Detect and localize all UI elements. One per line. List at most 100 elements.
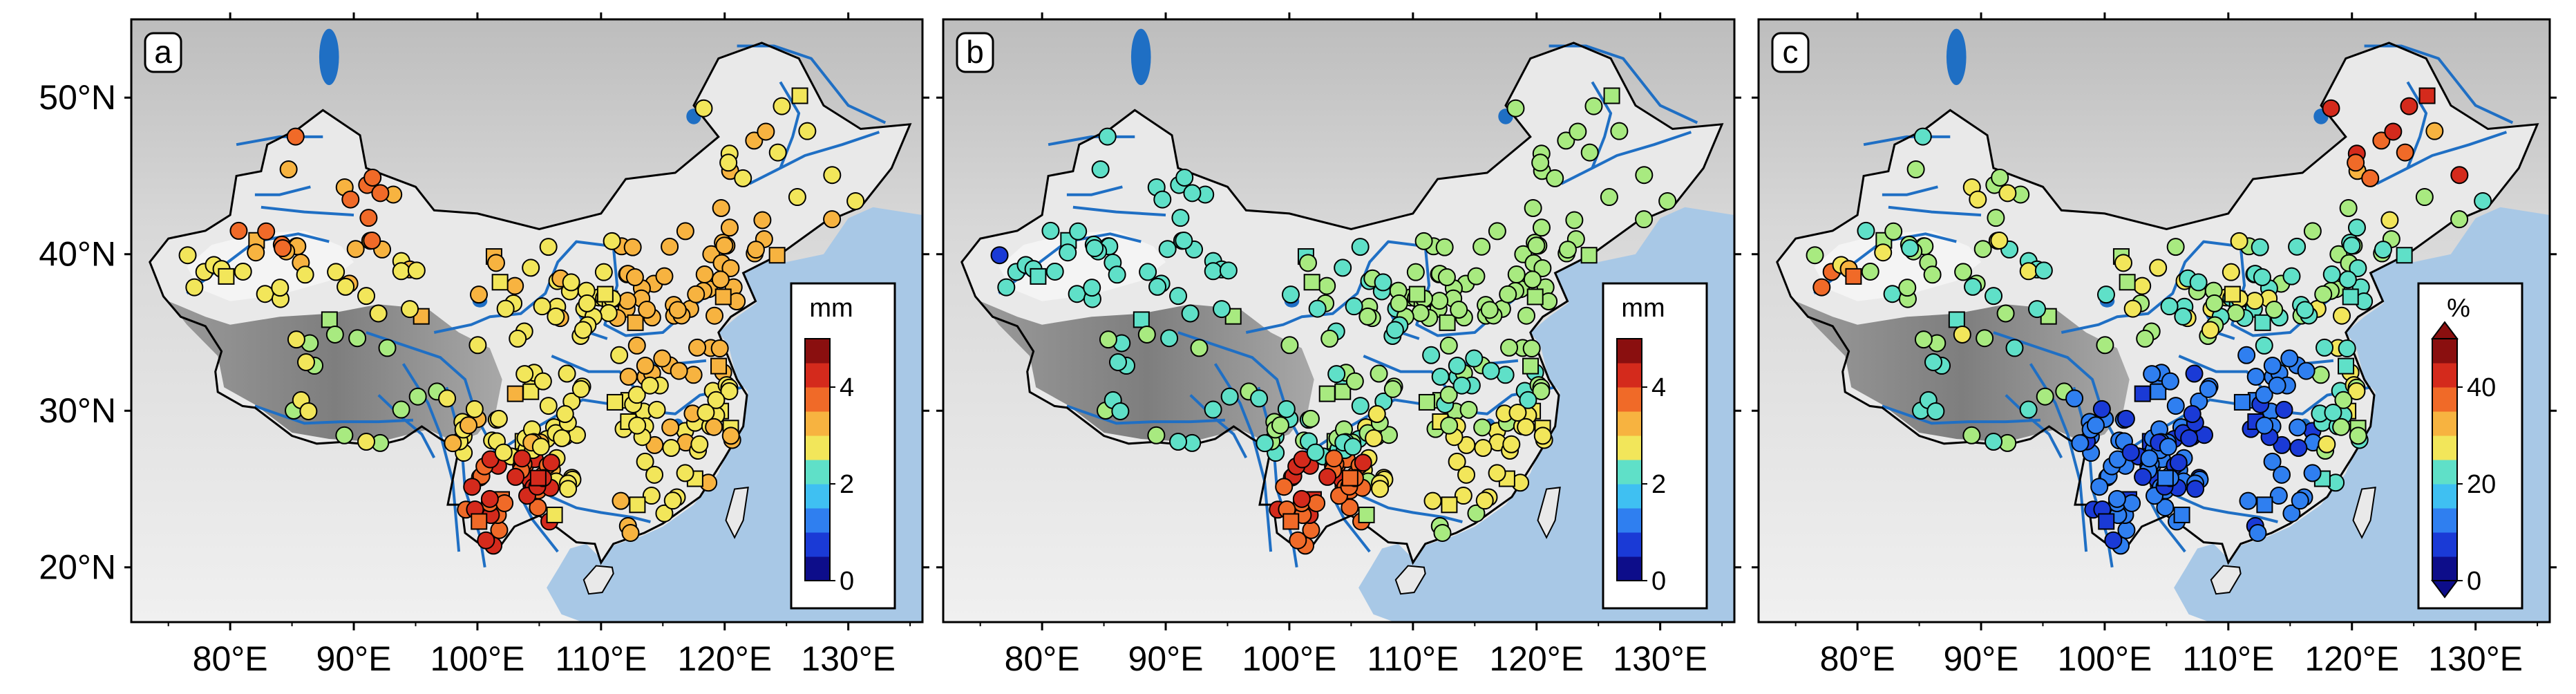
station-square [2418, 87, 2436, 104]
station-circle [1508, 403, 1527, 422]
station-circle [469, 285, 488, 304]
station-square [1030, 268, 1047, 285]
station-circle [1987, 209, 2005, 227]
station-circle [1153, 190, 1172, 209]
station-circle [663, 491, 682, 510]
station-circle [1256, 434, 1274, 453]
panel-letter: c [1771, 32, 1810, 73]
station-circle [1175, 168, 1194, 187]
station-circle [296, 265, 314, 284]
station-square [2342, 288, 2359, 306]
station-circle [1280, 336, 1299, 355]
station-circle [477, 531, 495, 550]
station-circle [1500, 338, 1519, 357]
station-circle [539, 238, 558, 256]
colorbar: mm 0 2 4 [790, 282, 896, 610]
station-circle [1414, 232, 1433, 250]
river-line [1245, 240, 1526, 337]
station-square [714, 288, 732, 306]
colorbar-segment [805, 435, 830, 460]
station-circle [1183, 184, 1202, 203]
station-circle [2303, 464, 2322, 482]
station-circle [1973, 240, 1992, 259]
station-circle [647, 400, 666, 419]
colorbar-segment [1617, 411, 1642, 436]
lat-tick-label: 20°N [39, 548, 116, 587]
station-circle [1480, 301, 1499, 319]
station-circle [279, 160, 298, 178]
station-circle [296, 353, 315, 371]
colorbar-unit: % [2447, 294, 2470, 323]
river-line [261, 205, 354, 217]
station-circle [612, 491, 630, 510]
colorbar-segment [805, 532, 830, 557]
lon-tick-label: 120°E [2304, 639, 2399, 678]
colorbar-segment [805, 363, 830, 388]
map-frame [942, 18, 1736, 623]
station-circle [1924, 353, 1942, 371]
station-circle [627, 386, 646, 404]
station-circle [444, 434, 462, 453]
station-circle [2289, 418, 2307, 437]
lon-tick-label: 130°E [801, 639, 896, 678]
station-markers [990, 87, 1677, 555]
colorbar-tick-label: 2 [1651, 470, 1666, 499]
river-line [1331, 496, 1371, 553]
station-circle [746, 241, 765, 259]
station-circle [287, 330, 305, 349]
station-circle [623, 238, 642, 256]
station-circle [2186, 480, 2205, 498]
colorbar-segment [2432, 435, 2457, 460]
station-circle [1635, 166, 1654, 185]
station-circle [1522, 339, 1541, 358]
station-circle [1169, 287, 1188, 306]
station-circle [1108, 353, 1127, 371]
station-circle [707, 391, 726, 409]
station-circle [2384, 122, 2403, 141]
colorbar-tick-label: 2 [840, 470, 854, 499]
station-circle [2338, 339, 2356, 358]
colorbar-segment [805, 411, 830, 436]
station-circle [2425, 122, 2444, 140]
station-circle [2349, 259, 2367, 277]
station-circle [1448, 357, 1466, 375]
station-circle [1158, 240, 1177, 259]
station-circle [2143, 365, 2161, 384]
station-circle [1175, 232, 1193, 250]
river-line [2364, 44, 2514, 124]
station-circle [1137, 325, 1156, 344]
station-circle [1390, 294, 1408, 312]
colorbar-tick-label: 0 [2467, 567, 2481, 596]
station-circle [846, 191, 865, 210]
river-line [433, 240, 714, 337]
tibetan-plateau-relief [168, 301, 502, 442]
station-circle [676, 222, 694, 241]
station-square [1341, 469, 1358, 487]
station-circle [1271, 416, 1289, 435]
station-circle [2315, 338, 2334, 357]
station-circle [2096, 336, 2114, 355]
station-circle [1383, 379, 1402, 398]
station-circle [346, 240, 365, 259]
river-line [2376, 131, 2508, 185]
station-circle [1990, 232, 2009, 250]
station-circle [1371, 480, 1390, 498]
lon-tick-label: 80°E [193, 639, 268, 678]
station-circle [1190, 339, 1209, 357]
station-circle [2347, 218, 2366, 237]
station-square [1522, 357, 1540, 375]
station-circle [670, 362, 688, 380]
station-circle [1857, 221, 1875, 240]
station-circle [327, 263, 345, 281]
river-line [1560, 131, 1692, 185]
station-circle [1474, 439, 1493, 458]
river-line [1882, 404, 2040, 425]
station-circle [1861, 262, 1879, 281]
lon-tick-label: 100°E [2058, 639, 2152, 678]
colorbar-segment [805, 387, 830, 412]
station-circle [2246, 292, 2264, 310]
station-square [2256, 496, 2273, 514]
station-circle [495, 494, 514, 512]
station-circle [2248, 523, 2267, 542]
lon-tick-label: 90°E [1944, 639, 2019, 678]
